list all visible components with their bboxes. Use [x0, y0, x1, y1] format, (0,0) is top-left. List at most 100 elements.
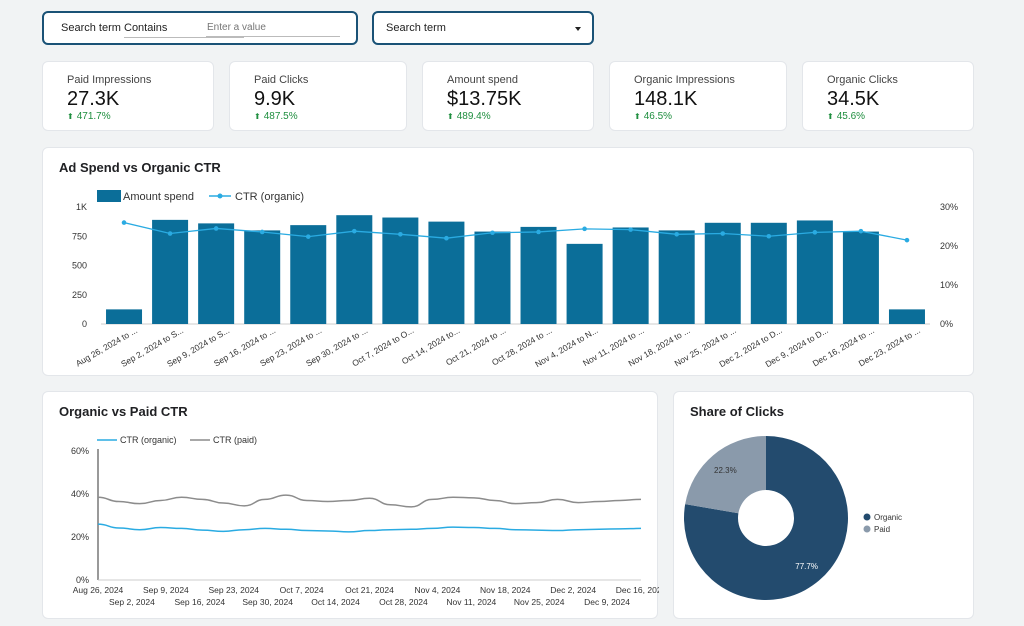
- operator-value: Contains: [124, 22, 168, 34]
- bar: [474, 231, 511, 324]
- bar: [106, 309, 143, 324]
- arrow-up-icon: ⬆: [67, 112, 74, 121]
- kpi-paid-impressions: Paid Impressions 27.3K ⬆ 471.7%: [42, 61, 214, 131]
- kpi-value: 148.1K: [634, 88, 698, 110]
- x-tick-bottom: Sep 16, 2024: [175, 597, 226, 607]
- ad-spend-vs-ctr-card: Ad Spend vs Organic CTR Amount spend CTR …: [42, 147, 974, 376]
- ctr-point: [628, 227, 633, 232]
- ctr-point: [352, 228, 357, 234]
- ctr-line-chart: CTR (organic) CTR (paid) 0% 20% 40% 60% Aug 26…: [71, 435, 659, 607]
- kpi-value: $13.75K: [447, 88, 522, 110]
- share-of-clicks-card: Share of Clicks 77.7% 22.3% Organic Paid: [673, 391, 974, 619]
- kpi-value: 27.3K: [67, 88, 120, 110]
- search-term-filter[interactable]: Search term Contains: [42, 11, 358, 45]
- chart-title: Ad Spend vs Organic CTR: [59, 160, 221, 175]
- search-term-dropdown[interactable]: Search term: [372, 11, 594, 45]
- arrow-up-icon: ⬆: [254, 112, 261, 121]
- legend-label: CTR (organic): [120, 435, 177, 445]
- y-tick-left: 500: [72, 261, 87, 271]
- kpi-label: Organic Clicks: [827, 74, 898, 86]
- ctr-point: [904, 237, 910, 243]
- y-tick-right: 10%: [940, 280, 958, 290]
- bar: [566, 243, 603, 324]
- filter-value-input[interactable]: [206, 18, 340, 37]
- x-tick-top: Aug 26, 2024: [73, 585, 124, 595]
- legend-marker-ctr: [217, 193, 223, 199]
- ctr-point: [582, 226, 587, 232]
- donut-slice-label: 22.3%: [714, 466, 737, 475]
- kpi-delta: ⬆ 489.4%: [447, 111, 491, 122]
- x-tick-bottom: Sep 2, 2024: [109, 597, 155, 607]
- kpi-paid-clicks: Paid Clicks 9.9K ⬆ 487.5%: [229, 61, 407, 131]
- x-tick-bottom: Dec 9, 2024: [584, 597, 630, 607]
- ctr-point: [259, 229, 265, 235]
- share-donut-chart: 77.7% 22.3% Organic Paid: [684, 436, 902, 600]
- y-tick-right: 30%: [940, 202, 958, 212]
- x-tick-top: Oct 7, 2024: [280, 585, 324, 595]
- ctr-point: [305, 234, 311, 239]
- legend-label: Paid: [874, 525, 890, 534]
- y-tick-left: 750: [72, 231, 87, 241]
- y-tick-left: 250: [72, 290, 87, 300]
- y-tick: 40%: [71, 489, 89, 499]
- bar: [612, 227, 649, 324]
- kpi-delta-value: 489.4%: [456, 111, 491, 122]
- x-tick-top: Dec 16, 2024: [616, 585, 659, 595]
- ctr-line: [123, 221, 908, 241]
- ctr-organic-line: [97, 523, 642, 533]
- bar: [842, 231, 879, 324]
- bar: [244, 230, 281, 324]
- kpi-value: 34.5K: [827, 88, 880, 110]
- x-tick-bottom: Sep 30, 2024: [242, 597, 293, 607]
- legend-label: Organic: [874, 513, 902, 522]
- donut-slice-paid: [685, 436, 766, 514]
- ctr-paid-line: [97, 494, 642, 508]
- bar: [658, 230, 695, 324]
- ctr-point: [766, 233, 772, 239]
- dropdown-label: Search term: [386, 22, 446, 34]
- kpi-delta-value: 471.7%: [76, 111, 111, 122]
- ctr-point: [213, 226, 219, 231]
- ctr-point: [121, 220, 127, 225]
- kpi-delta: ⬆ 45.6%: [827, 111, 865, 122]
- bar: [290, 225, 327, 324]
- ad-spend-chart: Amount spend CTR (organic) 0 250 500 750 1K 0% 1…: [72, 190, 958, 369]
- bar: [520, 226, 557, 324]
- kpi-organic-impressions: Organic Impressions 148.1K ⬆ 46.5%: [609, 61, 787, 131]
- kpi-label: Paid Impressions: [67, 74, 152, 86]
- x-tick-top: Nov 18, 2024: [480, 585, 531, 595]
- x-tick-top: Nov 4, 2024: [414, 585, 460, 595]
- ctr-point: [858, 228, 864, 234]
- ctr-point: [674, 232, 679, 237]
- chart-title: Share of Clicks: [690, 404, 784, 419]
- x-tick-top: Sep 9, 2024: [143, 585, 189, 595]
- filter-label: Search term: [61, 22, 121, 34]
- kpi-delta-value: 46.5%: [643, 111, 673, 122]
- arrow-up-icon: ⬆: [827, 112, 834, 121]
- x-tick-top: Sep 23, 2024: [208, 585, 259, 595]
- y-tick: 0%: [76, 575, 89, 585]
- ctr-point: [536, 229, 541, 235]
- ctr-point: [167, 231, 173, 236]
- ctr-point: [720, 231, 726, 236]
- legend-dot-paid: [863, 525, 871, 533]
- y-tick-left: 0: [82, 319, 87, 329]
- bar: [198, 223, 235, 324]
- bar: [888, 309, 925, 324]
- x-tick-top: Dec 2, 2024: [550, 585, 596, 595]
- legend-dot-organic: [863, 513, 871, 521]
- kpi-label: Amount spend: [447, 74, 518, 86]
- ctr-point: [490, 230, 495, 236]
- organic-vs-paid-ctr-card: Organic vs Paid CTR CTR (organic) CTR (pa…: [42, 391, 659, 619]
- kpi-delta: ⬆ 471.7%: [67, 111, 111, 122]
- y-tick: 60%: [71, 446, 89, 456]
- legend-label: CTR (organic): [235, 191, 304, 203]
- kpi-delta-value: 45.6%: [836, 111, 866, 122]
- kpi-label: Paid Clicks: [254, 74, 309, 86]
- ctr-point: [444, 235, 449, 241]
- chart-title: Organic vs Paid CTR: [59, 404, 188, 419]
- kpi-amount-spend: Amount spend $13.75K ⬆ 489.4%: [422, 61, 594, 131]
- legend-label: CTR (paid): [213, 435, 257, 445]
- bar: [796, 220, 833, 324]
- arrow-up-icon: ⬆: [634, 112, 641, 121]
